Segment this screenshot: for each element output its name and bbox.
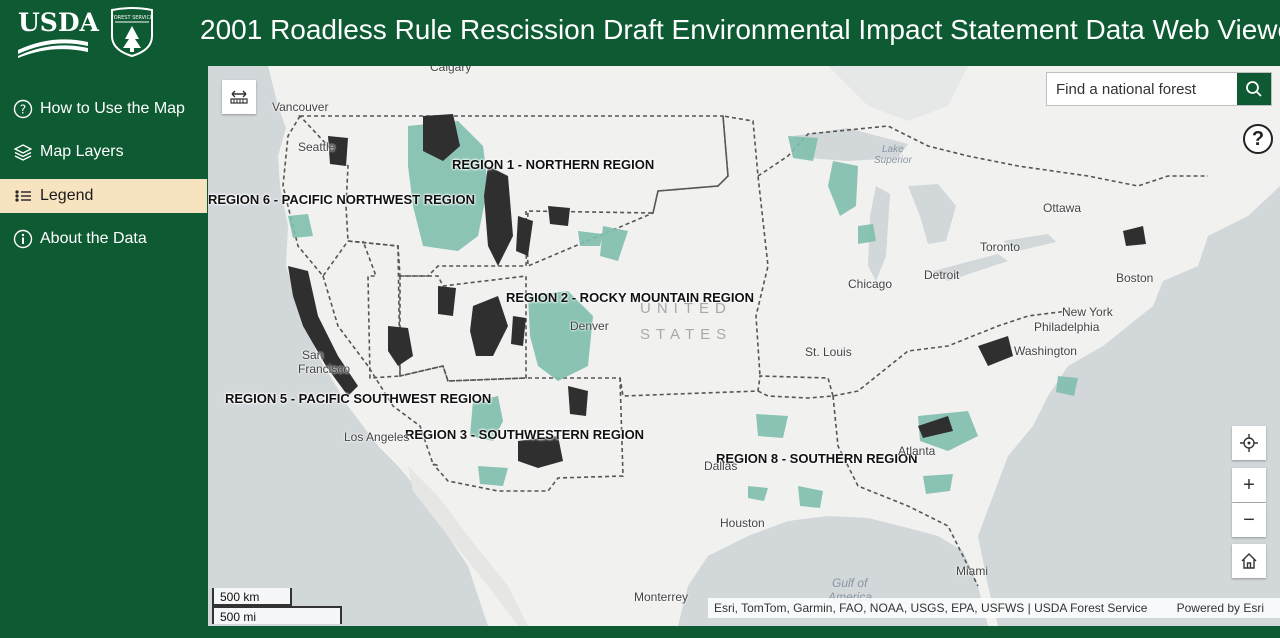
zoom-in-button[interactable]: + [1232, 468, 1266, 502]
country-label-line1: UNITED [640, 300, 732, 317]
place-monterrey: Monterrey [634, 590, 689, 604]
legend-icon [12, 185, 34, 207]
place-san-francisco-line2: Francisco [298, 362, 351, 376]
lake-huron [908, 184, 956, 244]
lake-superior [793, 128, 908, 161]
lake-erie [933, 254, 1008, 281]
sidebar-item-label: About the Data [40, 230, 147, 247]
place-seattle: Seattle [298, 140, 336, 154]
region-label-r3: REGION 3 - SOUTHWESTERN REGION [405, 427, 645, 442]
lake-ontario [1003, 234, 1056, 251]
app-title: 2001 Roadless Rule Rescission Draft Envi… [200, 14, 1280, 45]
layers-icon [12, 141, 34, 163]
scale-mi: 500 mi [212, 606, 342, 624]
sidebar: ? How to Use the Map Map Layers Legend A… [0, 66, 207, 626]
search-input[interactable] [1047, 73, 1237, 105]
place-vancouver: Vancouver [272, 100, 329, 114]
usda-logo-swoosh [18, 39, 88, 58]
sidebar-item-legend[interactable]: Legend [0, 179, 207, 213]
place-dallas: Dallas [704, 459, 738, 473]
place-washington: Washington [1014, 344, 1077, 358]
place-houston: Houston [720, 516, 765, 530]
search-icon [1246, 81, 1262, 97]
app-header: USDA FOREST SERVICE 2001 Roadless Rule R… [0, 0, 1280, 66]
sidebar-item-label: Map Layers [40, 143, 124, 160]
region-label-r2: REGION 2 - ROCKY MOUNTAIN REGION [506, 290, 754, 305]
home-icon [1241, 553, 1257, 569]
place-calgary: Calgary [430, 66, 472, 74]
place-miami: Miami [956, 564, 988, 578]
usda-logo-text: USDA [18, 8, 99, 37]
scale-km: 500 km [212, 588, 292, 606]
place-boston: Boston [1116, 271, 1154, 285]
region-label-r5: REGION 5 - PACIFIC SOUTHWEST REGION [225, 391, 492, 406]
scale-bar: 500 km 500 mi [212, 588, 342, 624]
country-label-line2: STATES [640, 326, 733, 343]
sidebar-item-map-layers[interactable]: Map Layers [0, 135, 207, 169]
sidebar-item-label: Legend [40, 187, 94, 204]
place-ottawa: Ottawa [1043, 201, 1082, 215]
swipe-tool-button[interactable] [222, 80, 256, 114]
shield-text: FOREST SERVICE [111, 15, 153, 21]
info-icon [12, 228, 34, 250]
forest-service-shield-logo[interactable]: FOREST SERVICE [108, 6, 156, 58]
help-button[interactable]: ? [1243, 124, 1273, 154]
sidebar-item-about-data[interactable]: About the Data [0, 222, 207, 256]
region-label-r6: REGION 6 - PACIFIC NORTHWEST REGION [208, 192, 475, 207]
usda-logo[interactable]: USDA [14, 6, 99, 58]
zoom-out-button[interactable]: − [1232, 503, 1266, 537]
map-attribution: Esri, TomTom, Garmin, FAO, NOAA, USGS, E… [708, 598, 1280, 618]
powered-by-esri[interactable]: Powered by Esri [1176, 601, 1264, 615]
place-atlanta: Atlanta [898, 444, 936, 458]
map-view[interactable]: REGION 1 - NORTHERN REGION REGION 6 - PA… [208, 66, 1280, 626]
place-new-york: New York [1062, 305, 1113, 319]
region-boundaries [282, 115, 1208, 587]
basemap [208, 66, 1280, 626]
place-toronto: Toronto [980, 240, 1021, 254]
place-st-louis: St. Louis [805, 345, 852, 359]
place-denver: Denver [570, 319, 609, 333]
place-gulf-line1: Gulf of [832, 576, 868, 590]
help-circle-icon: ? [12, 98, 34, 120]
footer-strip [0, 626, 1280, 638]
atlantic-ocean [978, 186, 1280, 626]
place-los-angeles: Los Angeles [344, 430, 410, 444]
attribution-text: Esri, TomTom, Garmin, FAO, NOAA, USGS, E… [714, 601, 1148, 615]
swipe-icon [230, 90, 248, 104]
locate-button[interactable] [1232, 426, 1266, 460]
place-philadelphia: Philadelphia [1034, 320, 1100, 334]
place-san-francisco-line1: San [302, 348, 324, 362]
forest-search [1046, 72, 1272, 106]
sidebar-item-label: How to Use the Map [40, 100, 185, 117]
lake-michigan [868, 186, 890, 281]
hudson-bay-area [828, 66, 968, 121]
search-button[interactable] [1237, 73, 1271, 105]
svg-text:?: ? [20, 103, 26, 117]
pacific-ocean [208, 66, 488, 626]
baja-peninsula [408, 466, 528, 626]
locate-icon [1240, 434, 1258, 452]
place-detroit: Detroit [924, 268, 960, 282]
place-chicago: Chicago [848, 277, 893, 291]
home-button[interactable] [1232, 544, 1266, 578]
region-label-r1: REGION 1 - NORTHERN REGION [452, 157, 655, 172]
region-label-r8: REGION 8 - SOUTHERN REGION [716, 451, 918, 466]
roadless-areas [288, 114, 1146, 468]
sidebar-item-how-to-use[interactable]: ? How to Use the Map [0, 92, 207, 126]
place-lake-superior-line1: Lake [882, 144, 904, 155]
place-lake-superior-line2: Superior [874, 155, 912, 166]
